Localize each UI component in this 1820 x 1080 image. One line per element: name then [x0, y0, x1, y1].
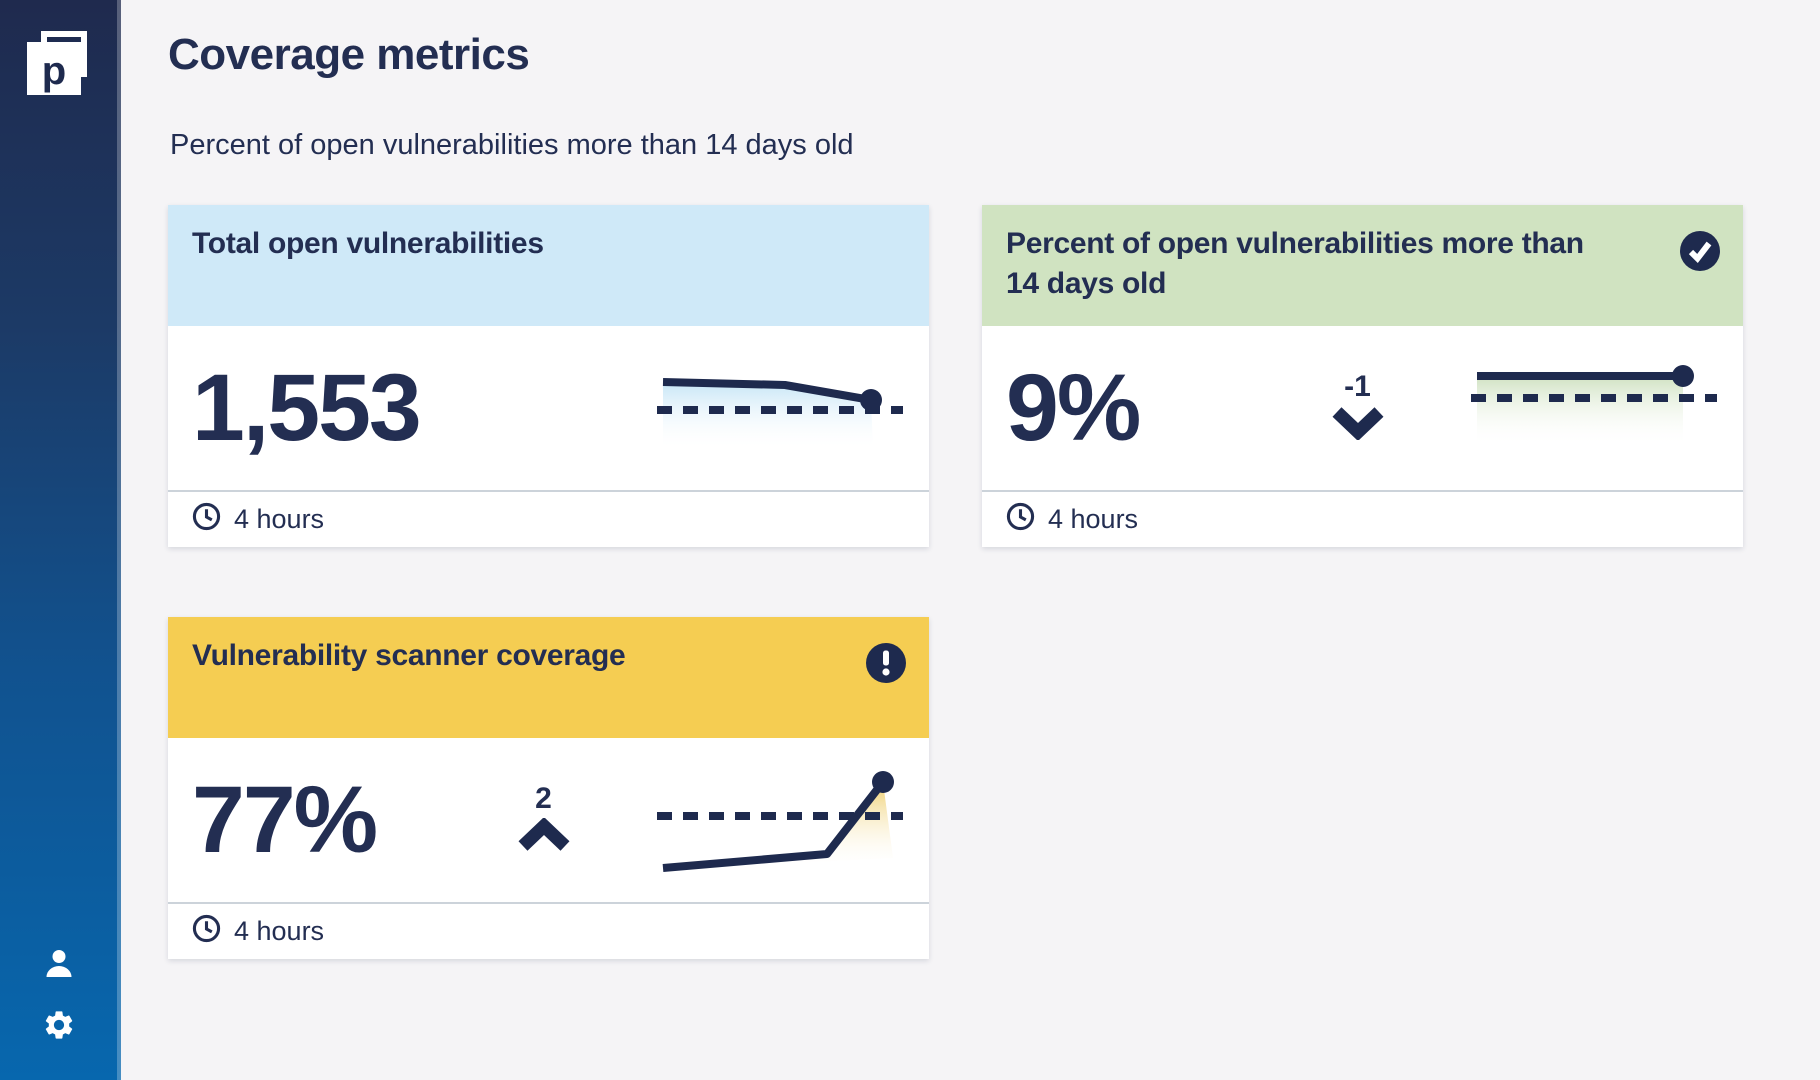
card-vulnerability-scanner-coverage[interactable]: Vulnerability scanner coverage 77% 2 — [168, 617, 929, 959]
card-total-open-vulnerabilities[interactable]: Total open vulnerabilities 1,553 — [168, 205, 929, 547]
card-header: Vulnerability scanner coverage — [168, 617, 929, 738]
sparkline-chart — [1471, 365, 1717, 446]
page-subtitle: Percent of open vulnerabilities more tha… — [170, 129, 854, 161]
clock-icon — [192, 502, 221, 538]
card-header: Total open vulnerabilities — [168, 205, 929, 326]
sidebar: p — [0, 0, 121, 1080]
logo-front-square: p — [27, 42, 81, 95]
card-footer: 4 hours — [168, 902, 929, 959]
card-percent-open-vulnerabilities-14-days[interactable]: Percent of open vulnerabilities more tha… — [982, 205, 1743, 547]
user-profile-button[interactable] — [40, 944, 78, 982]
delta-indicator: -1 — [1246, 369, 1469, 445]
sparkline-fill — [1477, 376, 1683, 446]
delta-value: -1 — [1344, 369, 1371, 403]
sparkline-endpoint-dot — [872, 771, 894, 793]
refresh-interval: 4 hours — [234, 504, 325, 534]
card-title: Total open vulnerabilities — [192, 227, 544, 260]
chevron-down-icon — [1330, 406, 1386, 445]
sparkline-chart — [657, 771, 903, 872]
user-icon — [43, 947, 75, 979]
main-content: Coverage metrics Percent of open vulnera… — [121, 0, 1820, 1080]
gear-icon — [42, 1008, 76, 1042]
sparkline-line — [662, 378, 872, 404]
check-circle-icon — [1679, 230, 1721, 277]
sparkline-endpoint-dot — [860, 389, 882, 411]
card-body: 9% -1 — [982, 326, 1743, 490]
card-body: 1,553 — [168, 326, 929, 490]
card-body: 77% 2 — [168, 738, 929, 902]
sidebar-bottom-icons — [0, 944, 117, 1044]
clock-icon — [192, 914, 221, 950]
clock-icon — [1006, 502, 1035, 538]
sparkline-line — [662, 779, 887, 872]
refresh-interval: 4 hours — [1048, 504, 1139, 534]
metric-value: 1,553 — [192, 354, 422, 461]
refresh-interval: 4 hours — [234, 916, 325, 946]
delta-indicator: 2 — [432, 781, 655, 857]
card-footer: 4 hours — [168, 490, 929, 547]
app-logo[interactable]: p — [27, 31, 99, 97]
metric-cards-grid: Total open vulnerabilities 1,553 — [168, 205, 1743, 959]
settings-button[interactable] — [40, 1006, 78, 1044]
metric-value: 9% — [1006, 354, 1141, 461]
card-title: Vulnerability scanner coverage — [192, 639, 626, 672]
card-footer: 4 hours — [982, 490, 1743, 547]
sparkline-endpoint-dot — [1672, 365, 1694, 387]
sparkline-fill — [663, 382, 873, 450]
card-header: Percent of open vulnerabilities more tha… — [982, 205, 1743, 326]
delta-value: 2 — [535, 781, 552, 815]
chevron-up-icon — [516, 816, 572, 857]
sparkline-chart — [657, 378, 903, 450]
logo-letter: p — [41, 48, 67, 93]
page-title: Coverage metrics — [168, 30, 530, 79]
alert-circle-icon — [865, 642, 907, 689]
card-title: Percent of open vulnerabilities more tha… — [1006, 227, 1584, 300]
metric-value: 77% — [192, 766, 378, 873]
